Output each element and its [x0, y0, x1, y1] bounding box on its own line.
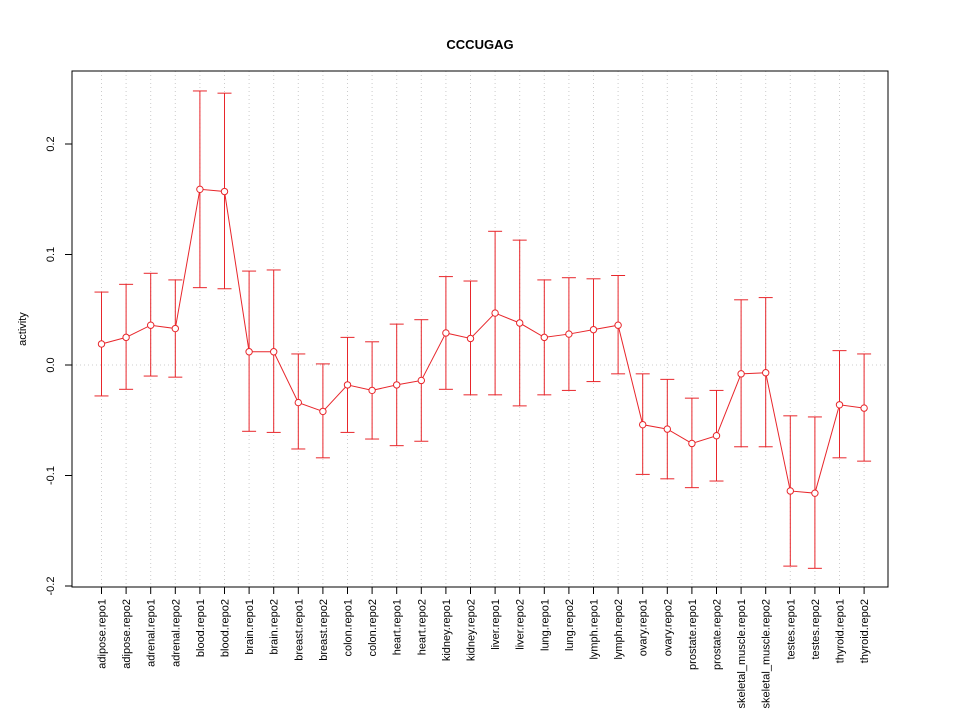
data-point: [319, 407, 327, 416]
x-tick-label: adrenal.repo1: [146, 599, 158, 667]
x-tick-label: ovary.repo1: [638, 599, 650, 656]
data-point: [835, 401, 844, 409]
x-tick-label: lung.repo1: [539, 599, 551, 651]
data-point: [442, 329, 450, 337]
data-point: [97, 340, 106, 348]
x-tick-label: breast.repo1: [293, 599, 305, 661]
x-axis: adipose.repo1 adipose.repo2 adrenal.repo1 a…: [97, 586, 871, 708]
data-point: [294, 398, 302, 407]
data-point: [688, 439, 696, 448]
data-point: [540, 333, 548, 342]
data-point: [639, 420, 647, 429]
data-point: [565, 330, 573, 338]
series: [94, 90, 872, 569]
data-point: [466, 334, 475, 343]
x-tick-label: testes.repo2: [810, 599, 822, 660]
y-axis: -0.2 -0.1 0.0 0.1 0.2: [45, 136, 73, 596]
x-tick-label: ovary.repo2: [662, 599, 674, 656]
data-point: [712, 432, 721, 440]
grid: [72, 71, 888, 587]
x-tick-label: breast.repo2: [318, 599, 330, 661]
data-point: [860, 404, 868, 412]
x-tick-label: heart.repo2: [416, 599, 428, 655]
y-tick-label: 0.2: [45, 136, 57, 151]
y-tick-label: 0.1: [45, 247, 57, 262]
data-point: [811, 489, 819, 497]
data-point: [343, 381, 352, 389]
x-tick-label: lymph.repo2: [613, 599, 625, 660]
data-point: [368, 386, 376, 395]
x-tick-label: liver.repo2: [515, 599, 527, 650]
data-point: [663, 425, 671, 433]
x-tick-label: skeletal_muscle.repo1: [736, 599, 748, 708]
data-point: [122, 333, 130, 342]
x-tick-label: blood.repo2: [220, 599, 232, 657]
x-tick-label: adipose.repo2: [121, 599, 133, 669]
x-tick-label: liver.repo1: [490, 599, 502, 650]
data-point: [270, 348, 278, 356]
data-point: [614, 321, 622, 329]
x-tick-label: adipose.repo1: [97, 599, 109, 669]
data-point: [589, 325, 598, 334]
data-point: [245, 348, 253, 356]
x-tick-label: testes.repo1: [785, 599, 797, 660]
y-tick-label: -0.1: [45, 466, 57, 485]
data-point: [196, 185, 204, 194]
data-point: [516, 319, 524, 327]
x-tick-label: blood.repo1: [195, 599, 207, 657]
x-tick-label: heart.repo1: [392, 599, 404, 655]
x-tick-label: colon.repo2: [367, 599, 379, 657]
data-point: [220, 187, 229, 196]
data-point: [762, 369, 770, 377]
data-point: [417, 376, 425, 385]
x-tick-label: prostate.repo1: [687, 599, 699, 670]
chart-title: CCCUGAG: [446, 37, 513, 52]
data-point: [147, 321, 155, 329]
x-tick-label: colon.repo1: [343, 599, 355, 657]
data-point: [393, 381, 401, 389]
y-axis-label: activity: [17, 312, 29, 346]
data-point: [171, 324, 180, 333]
x-tick-label: lung.repo2: [564, 599, 576, 651]
x-tick-label: brain.repo2: [269, 599, 281, 655]
data-point: [737, 370, 745, 378]
x-tick-label: kidney.repo1: [441, 599, 453, 661]
series-line: [101, 188, 865, 494]
x-tick-label: brain.repo1: [244, 599, 256, 655]
data-point: [786, 487, 794, 495]
x-tick-label: lymph.repo1: [589, 599, 601, 660]
x-tick-label: kidney.repo2: [466, 599, 478, 661]
x-tick-label: skeletal_muscle.repo2: [761, 599, 773, 708]
x-tick-label: adrenal.repo2: [170, 599, 182, 667]
x-tick-label: thyroid.repo2: [859, 599, 871, 663]
y-tick-label: 0.0: [45, 357, 57, 372]
x-tick-label: prostate.repo2: [712, 599, 724, 670]
y-tick-label: -0.2: [45, 577, 57, 596]
data-point: [491, 309, 499, 317]
x-tick-label: thyroid.repo1: [835, 599, 847, 663]
